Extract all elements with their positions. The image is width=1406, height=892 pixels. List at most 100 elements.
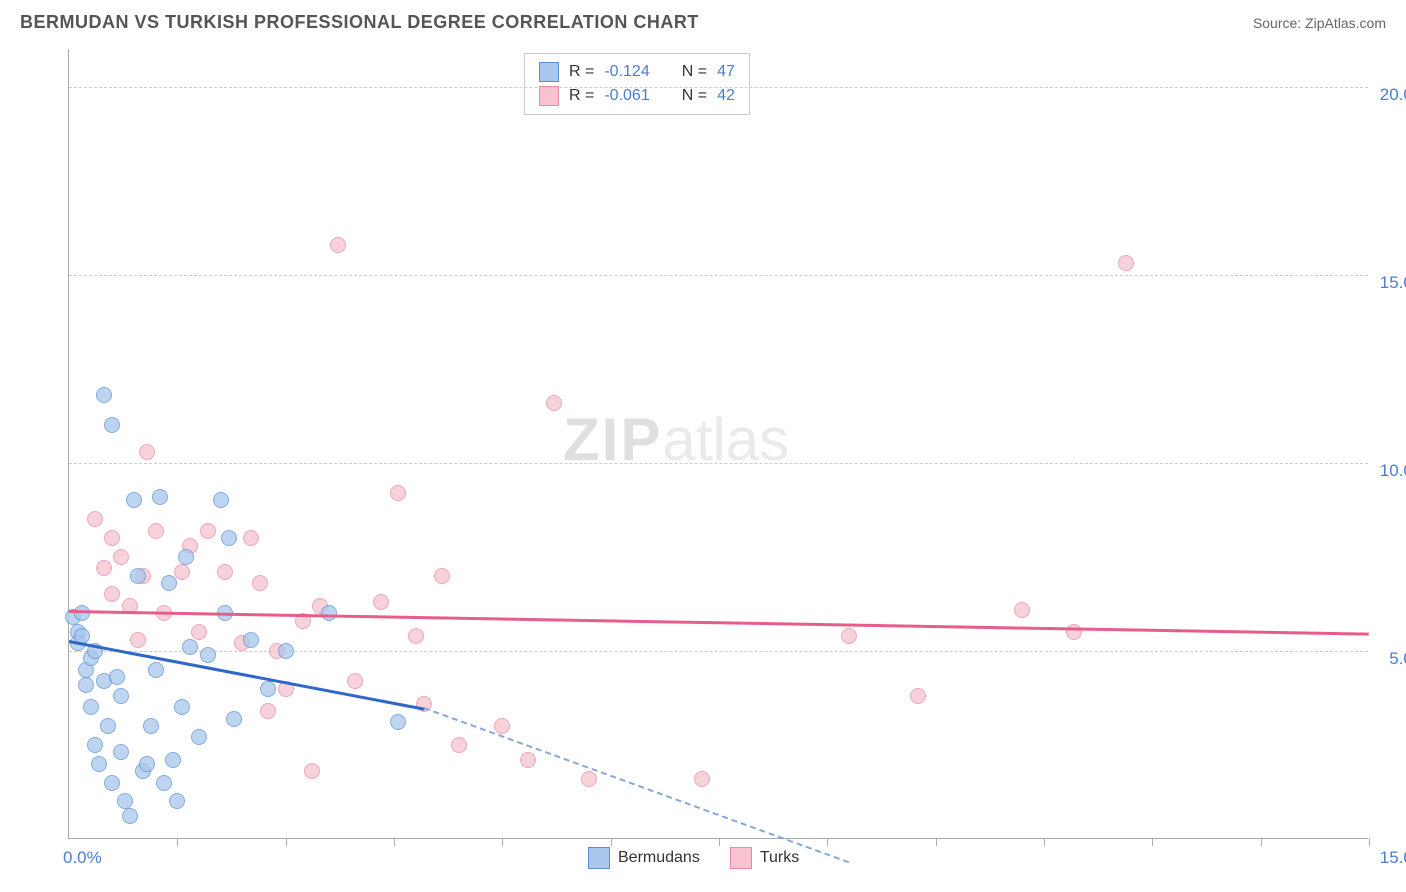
data-point <box>109 669 125 685</box>
data-point <box>390 485 406 501</box>
data-point <box>148 523 164 539</box>
x-tick <box>936 838 937 846</box>
x-axis-label-left: 0.0% <box>63 848 102 868</box>
data-point <box>165 752 181 768</box>
data-point <box>178 549 194 565</box>
data-point <box>104 417 120 433</box>
data-point <box>169 793 185 809</box>
x-tick <box>1369 838 1370 846</box>
data-point <box>581 771 597 787</box>
data-point <box>213 492 229 508</box>
legend-swatch <box>539 86 559 106</box>
data-point <box>321 605 337 621</box>
x-tick <box>611 838 612 846</box>
data-point <box>546 395 562 411</box>
legend-swatch <box>730 847 752 869</box>
data-point <box>694 771 710 787</box>
data-point <box>390 714 406 730</box>
data-point <box>117 793 133 809</box>
data-point <box>126 492 142 508</box>
legend-swatch <box>539 62 559 82</box>
data-point <box>156 775 172 791</box>
data-point <box>139 444 155 460</box>
x-tick <box>827 838 828 846</box>
data-point <box>910 688 926 704</box>
data-point <box>96 560 112 576</box>
data-point <box>104 586 120 602</box>
chart-title: BERMUDAN VS TURKISH PROFESSIONAL DEGREE … <box>20 12 699 33</box>
data-point <box>1014 602 1030 618</box>
data-point <box>100 718 116 734</box>
data-point <box>200 523 216 539</box>
data-point <box>122 808 138 824</box>
data-point <box>161 575 177 591</box>
x-tick <box>719 838 720 846</box>
data-point <box>91 756 107 772</box>
legend-swatch <box>588 847 610 869</box>
data-point <box>130 632 146 648</box>
source-label: Source: ZipAtlas.com <box>1253 15 1386 31</box>
legend: Bermudans Turks <box>588 847 799 869</box>
stat-n-value: 47 <box>717 63 735 81</box>
data-point <box>174 699 190 715</box>
data-point <box>260 703 276 719</box>
data-point <box>304 763 320 779</box>
y-tick-label: 20.0% <box>1373 85 1406 105</box>
stat-r-label: R = <box>569 87 594 105</box>
y-tick-label: 15.0% <box>1373 273 1406 293</box>
data-point <box>494 718 510 734</box>
stat-n-value: 42 <box>717 87 735 105</box>
x-tick <box>394 838 395 846</box>
stats-row: R = -0.124N = 47 <box>539 60 735 84</box>
x-tick <box>1152 838 1153 846</box>
data-point <box>408 628 424 644</box>
data-point <box>278 643 294 659</box>
trend-line <box>424 707 849 863</box>
data-point <box>191 729 207 745</box>
gridline <box>69 275 1368 276</box>
data-point <box>217 564 233 580</box>
data-point <box>174 564 190 580</box>
legend-label: Bermudans <box>618 849 700 867</box>
y-tick-label: 10.0% <box>1373 461 1406 481</box>
data-point <box>520 752 536 768</box>
data-point <box>130 568 146 584</box>
data-point <box>104 530 120 546</box>
x-tick <box>177 838 178 846</box>
data-point <box>78 677 94 693</box>
data-point <box>104 775 120 791</box>
x-tick <box>502 838 503 846</box>
data-point <box>152 489 168 505</box>
x-tick <box>1044 838 1045 846</box>
trend-line <box>69 610 1369 636</box>
data-point <box>221 530 237 546</box>
data-point <box>1118 255 1134 271</box>
gridline <box>69 651 1368 652</box>
gridline <box>69 87 1368 88</box>
data-point <box>148 662 164 678</box>
x-tick <box>286 838 287 846</box>
data-point <box>200 647 216 663</box>
data-point <box>252 575 268 591</box>
data-point <box>87 511 103 527</box>
data-point <box>83 699 99 715</box>
data-point <box>182 639 198 655</box>
data-point <box>373 594 389 610</box>
legend-item: Turks <box>730 847 799 869</box>
y-tick-label: 5.0% <box>1373 649 1406 669</box>
stat-n-label: N = <box>682 63 707 81</box>
data-point <box>347 673 363 689</box>
x-axis-label-right: 15.0% <box>1380 848 1406 868</box>
legend-label: Turks <box>760 849 799 867</box>
stat-r-value: -0.061 <box>604 87 649 105</box>
data-point <box>139 756 155 772</box>
data-point <box>96 387 112 403</box>
correlation-stats-box: R = -0.124N = 47 R = -0.061 N = 42 <box>524 53 750 115</box>
data-point <box>113 549 129 565</box>
x-tick <box>1261 838 1262 846</box>
gridline <box>69 463 1368 464</box>
data-point <box>113 744 129 760</box>
data-point <box>191 624 207 640</box>
stat-n-label: N = <box>682 87 707 105</box>
data-point <box>87 737 103 753</box>
